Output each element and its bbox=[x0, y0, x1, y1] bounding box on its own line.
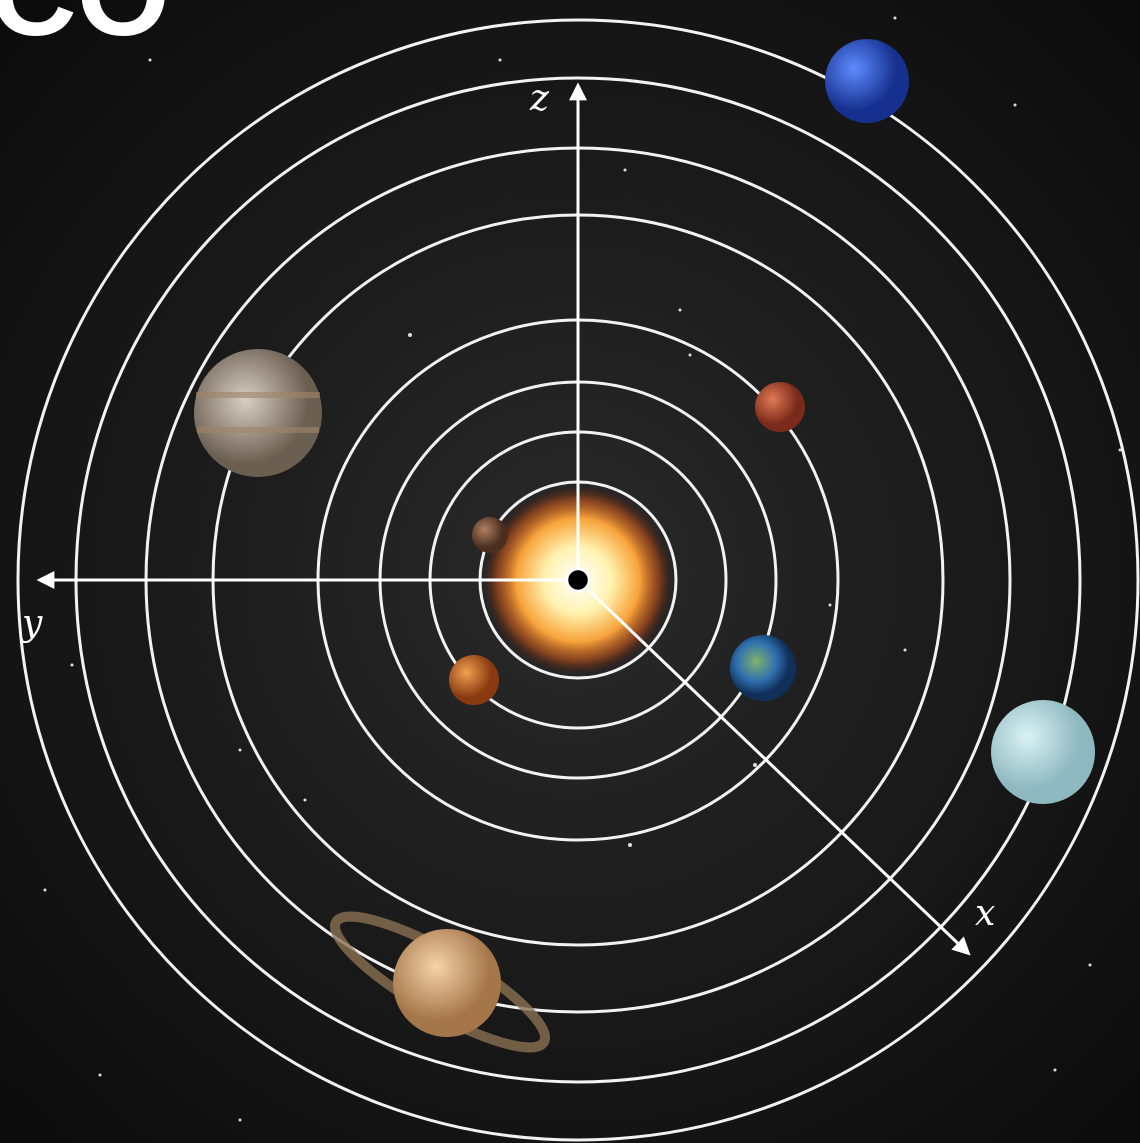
mars bbox=[755, 382, 805, 432]
venus bbox=[449, 655, 499, 705]
origin bbox=[567, 569, 589, 591]
neptune bbox=[825, 39, 909, 123]
title: CO bbox=[0, 0, 170, 61]
earth bbox=[730, 635, 796, 701]
z-label: z bbox=[529, 78, 550, 119]
mercury bbox=[472, 517, 508, 553]
solar-system-diagram: z y x CO bbox=[0, 0, 1140, 1143]
page: z y x CO (() => { const data = JSON.pars… bbox=[0, 0, 1140, 1143]
y-label: y bbox=[20, 603, 43, 644]
x-label: x bbox=[975, 893, 995, 934]
uranus bbox=[991, 700, 1095, 804]
jupiter bbox=[194, 349, 322, 477]
